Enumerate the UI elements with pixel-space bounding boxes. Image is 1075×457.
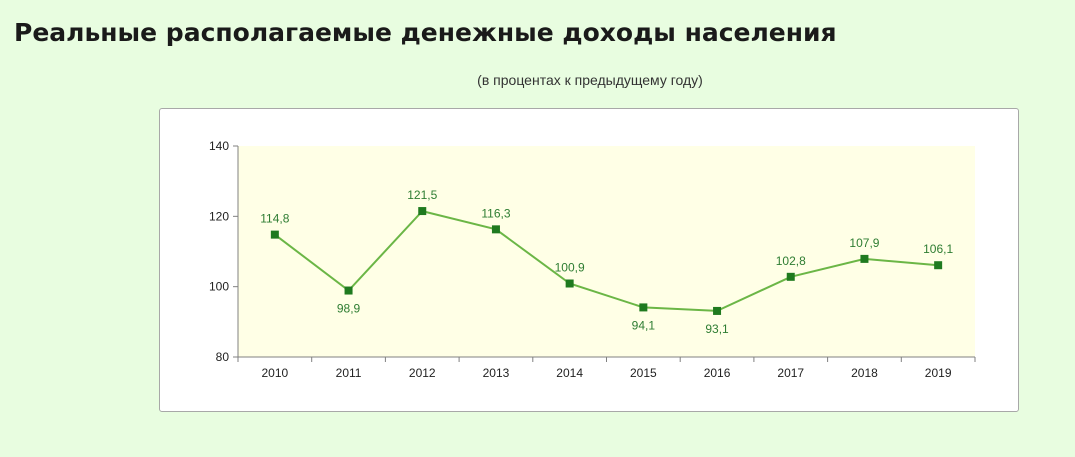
chart-subtitle: (в процентах к предыдущему году) [477,72,703,88]
data-label-2011: 98,9 [337,302,361,316]
x-tick-label: 2019 [925,366,952,380]
x-tick-label: 2014 [556,366,583,380]
data-label-2018: 107,9 [849,236,879,250]
data-point-2010 [270,230,279,239]
data-point-2019 [934,261,943,270]
plot-area [238,146,975,357]
data-point-2015 [639,303,648,312]
data-labels: 114,8 98,9 121,5 116,3 100,9 94,1 93,1 102,8 107… [260,188,953,336]
x-tick-label: 2018 [851,366,878,380]
data-label-2013: 116,3 [481,206,510,220]
data-point-2018 [860,254,869,263]
x-tick-label: 2015 [630,366,657,380]
x-tick-label: 2013 [483,366,510,380]
data-label-2017: 102,8 [776,254,806,268]
x-axis-ticks: 2010 2011 2012 2013 2014 2015 2016 2017 2018 2019 [237,357,976,380]
y-axis-ticks: 80 100 120 140 [209,139,238,364]
data-label-2019: 106,1 [923,242,953,256]
data-markers [270,207,943,315]
data-point-2016 [713,306,722,315]
x-tick-label: 2012 [409,366,436,380]
x-tick-label: 2010 [261,366,288,380]
x-tick-label: 2017 [777,366,804,380]
data-point-2017 [786,272,795,281]
data-label-2014: 100,9 [555,261,585,275]
data-point-2011 [344,286,353,295]
chart-panel: 80 100 120 140 2010 2011 2012 2013 2014 2015 2016… [159,108,1019,412]
data-label-2010: 114,8 [260,212,289,226]
x-tick-label: 2016 [704,366,731,380]
data-point-2012 [418,207,427,216]
y-tick-label: 80 [216,350,230,364]
data-point-2013 [491,225,500,234]
page-title: Реальные располагаемые денежные доходы н… [14,18,837,47]
line-chart: 80 100 120 140 2010 2011 2012 2013 2014 2015 2016… [209,139,976,380]
y-tick-label: 100 [209,280,229,294]
x-tick-label: 2011 [336,366,362,380]
data-label-2016: 93,1 [705,322,729,336]
data-label-2015: 94,1 [632,318,656,332]
data-point-2014 [565,279,574,288]
y-tick-label: 120 [209,209,229,223]
y-tick-label: 140 [209,139,229,153]
data-label-2012: 121,5 [407,188,437,202]
series-line [274,209,939,312]
